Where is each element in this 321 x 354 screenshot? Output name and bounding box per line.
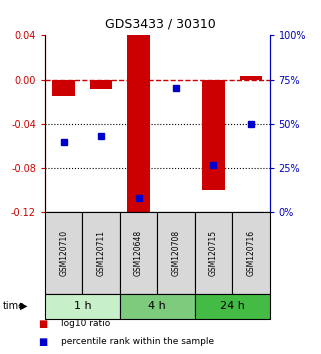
- Text: GSM120715: GSM120715: [209, 230, 218, 276]
- Bar: [82, 212, 120, 294]
- Text: 1 h: 1 h: [74, 301, 91, 311]
- Bar: [45, 294, 120, 319]
- Bar: [240, 76, 262, 80]
- Bar: [120, 212, 157, 294]
- Text: ■: ■: [39, 337, 48, 347]
- Text: percentile rank within the sample: percentile rank within the sample: [61, 337, 214, 346]
- Text: 4 h: 4 h: [148, 301, 166, 311]
- Bar: [195, 212, 232, 294]
- Text: ▶: ▶: [20, 301, 28, 311]
- Bar: [90, 80, 112, 88]
- Bar: [45, 212, 82, 294]
- Bar: [52, 80, 75, 96]
- Text: ■: ■: [39, 319, 48, 329]
- Bar: [232, 212, 270, 294]
- Bar: [195, 294, 270, 319]
- Text: GSM120648: GSM120648: [134, 230, 143, 276]
- Text: 24 h: 24 h: [220, 301, 245, 311]
- Text: GSM120716: GSM120716: [247, 230, 256, 276]
- Bar: [127, 35, 150, 212]
- Text: GSM120711: GSM120711: [97, 230, 106, 276]
- Text: log10 ratio: log10 ratio: [61, 319, 110, 329]
- Text: GDS3433 / 30310: GDS3433 / 30310: [105, 18, 216, 31]
- Bar: [202, 80, 225, 190]
- Bar: [120, 294, 195, 319]
- Bar: [157, 212, 195, 294]
- Text: GSM120710: GSM120710: [59, 230, 68, 276]
- Text: time: time: [3, 301, 25, 311]
- Text: GSM120708: GSM120708: [171, 230, 180, 276]
